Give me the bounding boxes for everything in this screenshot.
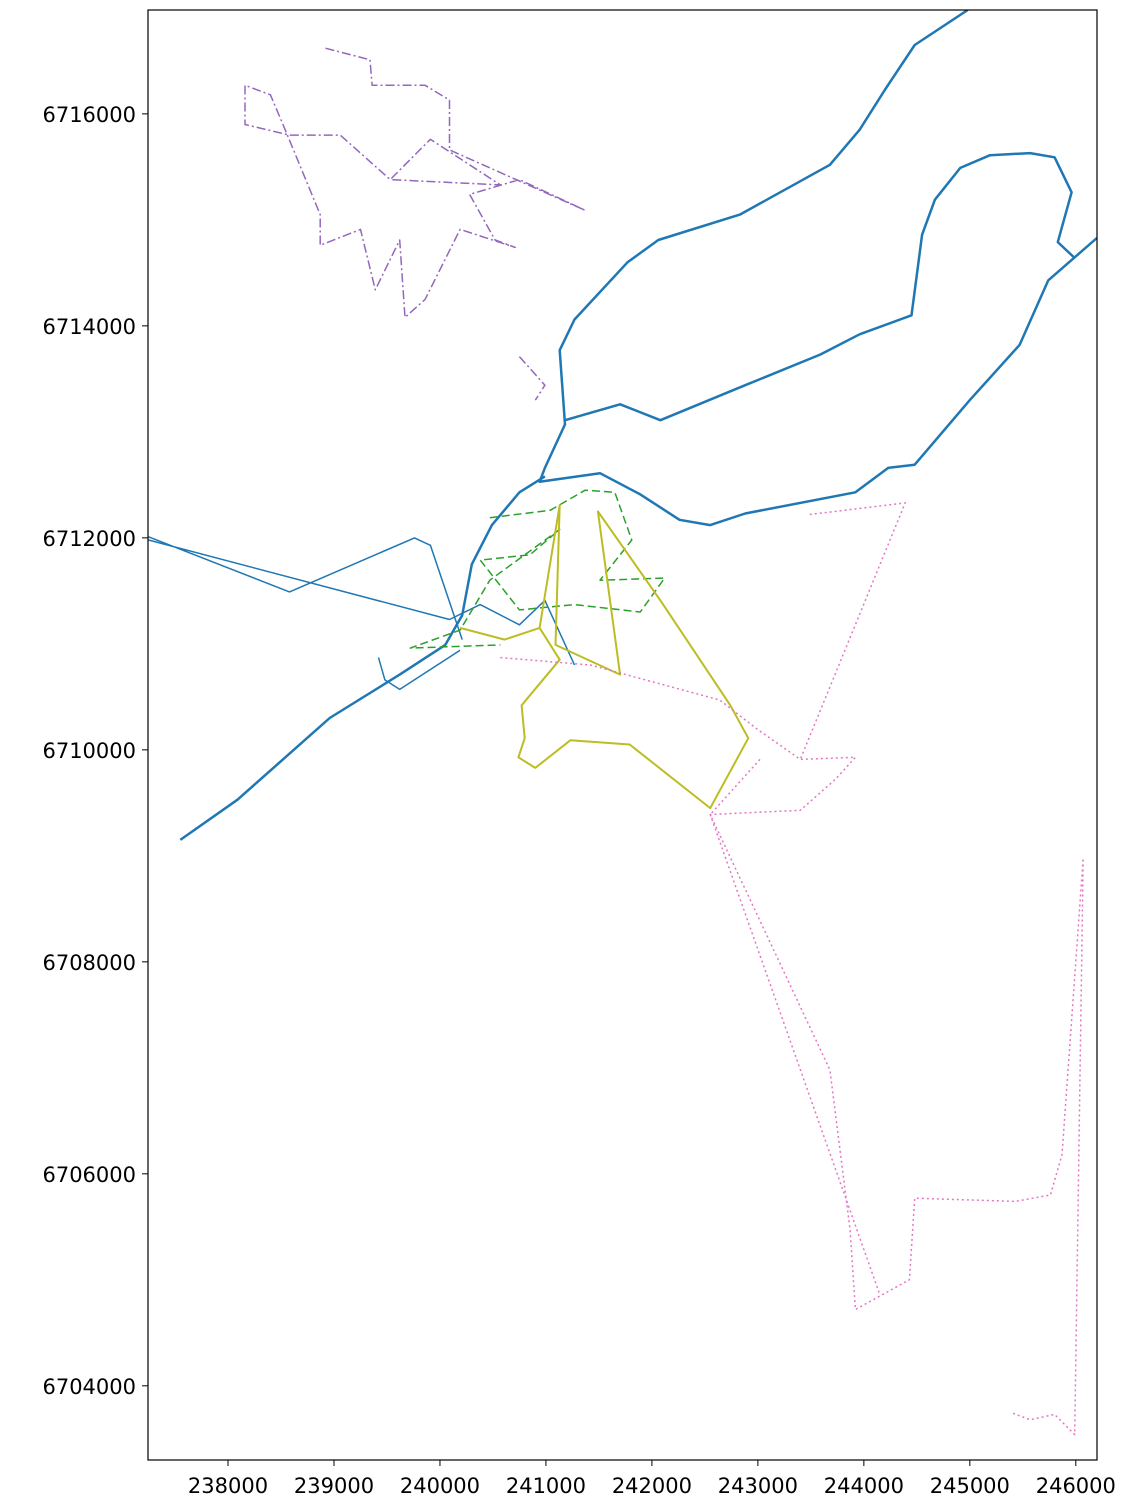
track-line <box>538 10 1097 527</box>
x-tick-label: 242000 <box>612 1474 692 1498</box>
x-tick-label: 246000 <box>1036 1474 1116 1498</box>
axes-frame <box>147 9 1098 1461</box>
track-line <box>409 489 666 649</box>
y-tick-label: 6706000 <box>42 1163 136 1187</box>
x-tick-label: 238000 <box>188 1474 268 1498</box>
y-tick-label: 6704000 <box>42 1375 136 1399</box>
track-line <box>564 151 1076 422</box>
track-line <box>459 504 750 810</box>
x-tick-label: 240000 <box>400 1474 480 1498</box>
y-tick-label: 6710000 <box>42 739 136 763</box>
x-tick-label: 243000 <box>718 1474 798 1498</box>
y-tick-label: 6716000 <box>42 103 136 127</box>
x-tick-label: 245000 <box>930 1474 1010 1498</box>
y-tick-label: 6714000 <box>42 315 136 339</box>
y-tick-label: 6708000 <box>42 951 136 975</box>
x-tick-label: 241000 <box>506 1474 586 1498</box>
track-line <box>244 47 586 401</box>
track-line <box>179 475 546 841</box>
track-line <box>500 502 1084 1436</box>
track-line <box>148 536 576 691</box>
x-tick-label: 239000 <box>294 1474 374 1498</box>
plot-area <box>148 10 1097 1436</box>
x-tick-label: 244000 <box>824 1474 904 1498</box>
y-tick-label: 6712000 <box>42 527 136 551</box>
